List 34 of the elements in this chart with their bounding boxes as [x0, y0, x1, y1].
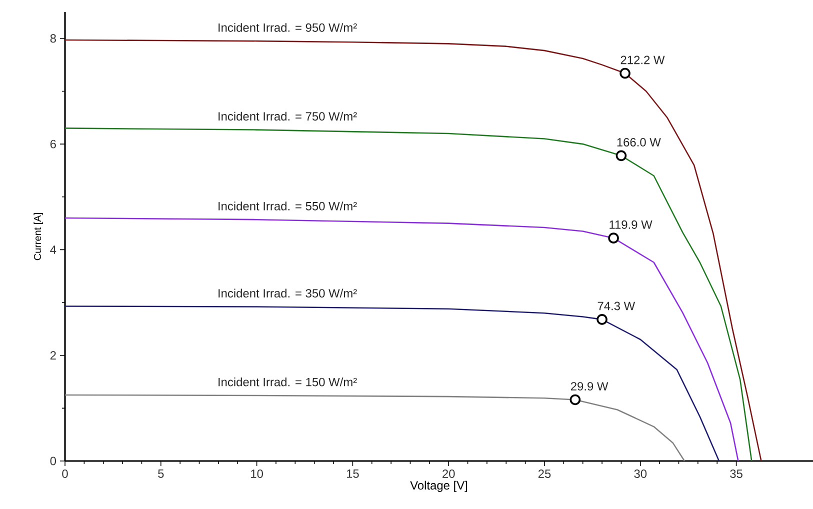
annotation: Incident Irrad. = 750 W/m² — [218, 112, 357, 121]
y-tick-label: 0 — [50, 456, 56, 466]
line-series — [64, 217, 739, 462]
line-series — [64, 128, 752, 462]
point — [616, 150, 627, 162]
y-tick-label: 2 — [50, 351, 56, 360]
point — [570, 394, 581, 406]
line-series — [64, 394, 686, 462]
annotation: 29.9 W — [570, 382, 608, 391]
x-tick-label: 20 — [442, 470, 455, 478]
x-tick-label: 5 — [158, 470, 164, 478]
y-tick-label: 6 — [50, 140, 56, 148]
y-tick-label: 8 — [50, 34, 56, 43]
y-axis-title: Current [A] — [34, 213, 43, 260]
point — [620, 68, 630, 79]
annotation: 119.9 W — [610, 220, 652, 229]
y-tick-label: 4 — [50, 246, 56, 254]
annotation: 74.3 W — [598, 302, 636, 310]
point — [608, 232, 619, 244]
annotation: Incident Irrad. = 150 W/m² — [218, 378, 357, 386]
x-tick-label: 25 — [538, 470, 551, 478]
line-series — [64, 39, 762, 462]
annotation: 166.0 W — [617, 138, 661, 146]
x-tick-label: 30 — [634, 470, 647, 478]
x-tick-label: 15 — [346, 470, 359, 478]
annotation: Incident Irrad. = 550 W/m² — [218, 202, 357, 210]
x-tick-label: 10 — [251, 470, 263, 478]
annotation: Incident Irrad. = 350 W/m² — [218, 288, 357, 298]
x-tick-label: 35 — [730, 470, 742, 478]
point — [596, 314, 608, 325]
annotation: 212.2 W — [620, 56, 665, 64]
annotation: Incident Irrad. = 950 W/m² — [218, 23, 357, 32]
x-tick-label: 0 — [62, 470, 68, 478]
x-axis-title: Voltage [V] — [410, 480, 468, 492]
